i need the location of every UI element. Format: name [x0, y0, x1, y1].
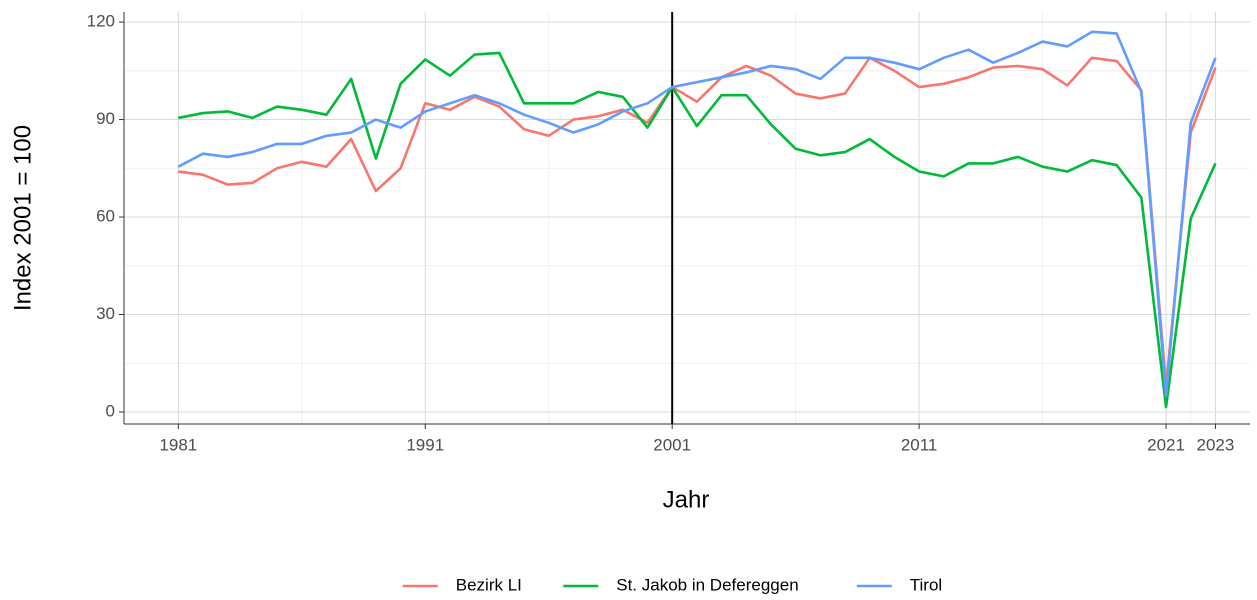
- line-series: [178, 56, 1217, 388]
- y-axis-title: Index 2001 = 100: [9, 125, 36, 311]
- y-tick-label: 90: [96, 109, 115, 128]
- x-tick-label: 2021: [1147, 435, 1185, 454]
- line-series: [177, 30, 1217, 398]
- y-tick-label: 0: [106, 401, 115, 420]
- y-tick-label: 60: [96, 207, 115, 226]
- x-tick-label: 2001: [653, 435, 691, 454]
- legend-label: Bezirk LI: [456, 575, 522, 594]
- x-axis-title: Jahr: [663, 486, 710, 513]
- x-tick-label: 1981: [159, 435, 197, 454]
- legend-label: St. Jakob in Defereggen: [616, 575, 798, 594]
- x-tick-label: 1991: [406, 435, 444, 454]
- x-tick-label: 2011: [901, 435, 938, 454]
- legend-label: Tirol: [910, 575, 942, 594]
- x-tick-label: 2023: [1197, 435, 1235, 454]
- y-tick-label: 120: [87, 12, 115, 31]
- line-series: [178, 51, 1217, 409]
- y-tick-label: 30: [96, 304, 115, 323]
